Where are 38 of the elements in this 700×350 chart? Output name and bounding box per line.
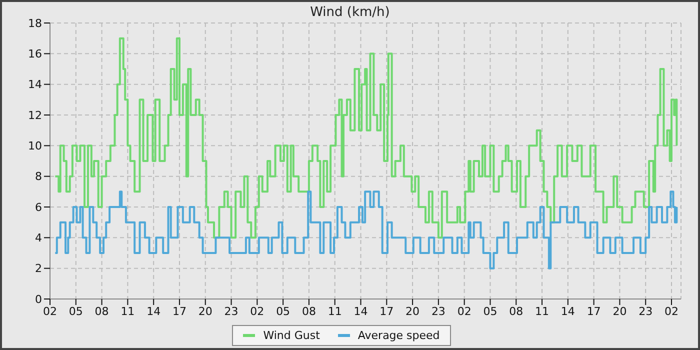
legend-label: Wind Gust (262, 329, 320, 342)
x-tick-label: 05 (68, 304, 83, 318)
y-tick-label: 16 (28, 48, 42, 61)
y-tick-label: 8 (35, 170, 42, 184)
x-tick-label: 08 (509, 304, 524, 318)
y-tick-label: 6 (35, 200, 42, 214)
x-tick-label: 08 (302, 304, 316, 318)
x-tick-label: 23 (224, 304, 238, 318)
x-tick-label: 23 (431, 304, 446, 318)
x-tick-label: 14 (146, 304, 161, 318)
x-tick-label: 05 (276, 304, 290, 318)
y-tick-label: 4 (35, 232, 42, 245)
x-tick-label: 02 (43, 304, 57, 318)
x-tick-label: 23 (638, 304, 653, 318)
x-tick-label: 17 (172, 304, 186, 318)
y-tick-label: 10 (28, 140, 42, 153)
legend-label: Average speed (356, 329, 440, 342)
x-tick-label: 02 (664, 304, 679, 318)
x-tick-label: 11 (535, 304, 550, 318)
y-tick-label: 14 (28, 78, 42, 92)
y-tick-label: 12 (28, 108, 42, 122)
x-tick-label: 11 (328, 304, 342, 318)
x-tick-label: 20 (612, 304, 627, 318)
x-tick-label: 14 (560, 304, 575, 318)
x-tick-label: 05 (483, 304, 498, 318)
y-tick-label: 18 (28, 16, 42, 30)
y-tick-label: 0 (35, 292, 42, 306)
x-tick-label: 11 (120, 304, 135, 318)
y-tick-label: 2 (35, 262, 42, 276)
x-tick-label: 17 (586, 304, 601, 318)
x-tick-label: 14 (354, 304, 368, 318)
x-tick-label: 20 (198, 304, 212, 318)
x-tick-label: 20 (406, 304, 420, 318)
x-tick-label: 02 (250, 304, 264, 318)
x-tick-label: 08 (94, 304, 109, 318)
chart-title: Wind (km/h) (310, 5, 390, 20)
x-tick-label: 02 (457, 304, 472, 318)
x-tick-label: 17 (380, 304, 394, 318)
